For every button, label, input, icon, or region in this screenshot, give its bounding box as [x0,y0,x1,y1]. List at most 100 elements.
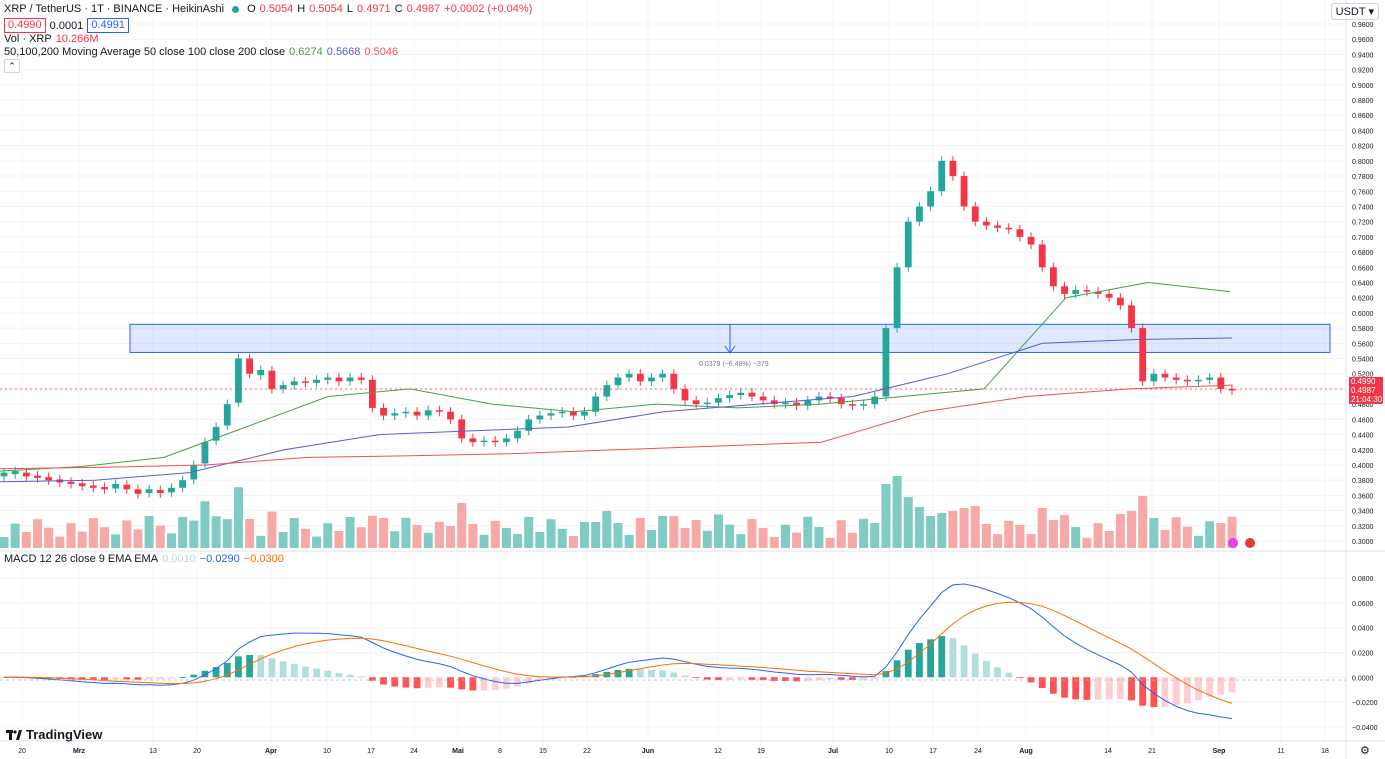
symbol-title[interactable]: XRP / TetherUS · 1T · BINANCE · HeikinAs… [4,3,225,15]
macd-label[interactable]: MACD 12 26 close 9 EMA EMA [4,553,159,565]
candle-body [949,160,957,177]
volume-bar [959,508,969,548]
candle-body [1094,291,1102,294]
time-tick-label: 10 [323,748,331,755]
candle-body [1083,290,1091,292]
ma100-value: 0.5668 [326,46,361,58]
volume-bar [200,501,210,548]
macd-histogram-bar [882,671,890,678]
candle-body [179,480,187,488]
macd-histogram-bar [480,677,488,691]
volume-label[interactable]: Vol · XRP [4,33,52,45]
volume-bar [479,534,489,548]
volume-bar [66,523,76,548]
macd-histogram-bar [0,677,8,679]
sell-button[interactable]: 0.4990 [4,18,46,33]
volume-bar [669,516,679,548]
volume-bar [881,484,891,548]
ma-legend: 50,100,200 Moving Average 50 close 100 c… [4,46,398,58]
candle-body [837,398,845,405]
candle-body [759,396,767,401]
measure-label: 0.0379 (−6.48%) −379 [699,361,769,368]
candle-body [536,415,544,420]
volume-bar [211,516,221,548]
time-tick-label: 14 [1104,748,1112,755]
macd-histogram-bar [268,658,276,678]
volume-bar [144,516,154,548]
candle-body [525,419,533,431]
price-tick-label: 0.6400 [1352,281,1374,288]
candle-body [1038,244,1046,268]
ma100-line [0,337,1233,483]
macd-histogram-bar [346,674,354,678]
buy-button[interactable]: 0.4991 [87,18,129,33]
macd-histogram-bar [279,661,287,678]
price-tick-label: 0.9000 [1352,83,1374,90]
macd-histogram-bar [369,677,376,681]
volume-bar [624,535,634,548]
volume-bar [390,531,400,548]
volume-bar [334,531,344,548]
volume-bar [591,522,601,548]
macd-histogram-bar [659,670,667,678]
macd-tick-label: −0.0400 [1352,725,1378,732]
macd-histogram-bar [804,677,812,681]
candle-body [904,221,912,268]
candle-body [581,411,588,416]
candle-body [201,442,209,464]
price-tick-label: 0.5200 [1352,372,1374,379]
price-tick-label: 0.3600 [1352,493,1374,500]
macd-histogram-bar [380,677,387,685]
macd-histogram-bar [435,677,443,688]
volume-bar [256,535,266,548]
price-tick-label: 0.7200 [1352,220,1374,227]
macd-histogram-bar [1072,677,1080,700]
event-icon[interactable] [1228,538,1238,548]
candle-body [22,472,30,477]
macd-histogram-bar [168,677,175,679]
candle-body [547,413,555,416]
flag-icon[interactable] [1245,538,1255,548]
candle-body [726,395,734,399]
macd-histogram-bar [1128,677,1135,701]
candle-body [815,396,823,401]
macd-histogram-bar [413,677,421,689]
candle-body [257,369,265,376]
macd-histogram-bar [904,649,912,678]
candle-body [1228,388,1236,391]
volume-bar [10,523,20,548]
volume-bar [501,528,511,548]
volume-bar [870,523,880,548]
macd-histogram-bar [703,677,711,680]
candle-body [268,370,276,389]
time-tick-label: 10 [885,748,893,755]
volume-bar [970,506,980,548]
macd-histogram-bar [1016,677,1024,679]
macd-histogram-bar [1206,677,1214,697]
time-tick-label: Jun [642,748,654,755]
bid-ask-row: 0.4990 0.0001 0.4991 [4,18,129,33]
collapse-legend-button[interactable]: ⌃ [4,59,20,73]
volume-bar [803,516,813,548]
macd-histogram-bar [670,672,678,678]
macd-histogram-bar [849,677,856,680]
price-tick-label: 0.6600 [1352,265,1374,272]
price-axis-ticks: 0.9800 0.9600 0.9400 0.9200 0.9000 0.8800 0.86… [1352,22,1374,546]
macd-histogram-bar [424,677,432,688]
macd-tick-label: −0.0200 [1352,700,1378,707]
price-tick-label: 0.8000 [1352,159,1374,166]
volume-bar [825,537,835,548]
volume-bar [178,517,188,548]
volume-bar [278,532,288,548]
macd-tick-label: 0.0800 [1352,576,1374,583]
candle-body [748,392,756,397]
ma-label[interactable]: 50,100,200 Moving Average 50 close 100 c… [4,46,286,58]
macd-histogram-bar [235,656,242,678]
tradingview-logo[interactable]: TradingView [6,727,102,742]
time-tick-label: Sep [1213,748,1226,755]
volume-bar [747,519,757,548]
macd-histogram-bar [1116,677,1124,699]
currency-selector[interactable]: USDT ▾ [1330,3,1379,20]
gear-icon[interactable]: ⚙ [1360,745,1370,757]
